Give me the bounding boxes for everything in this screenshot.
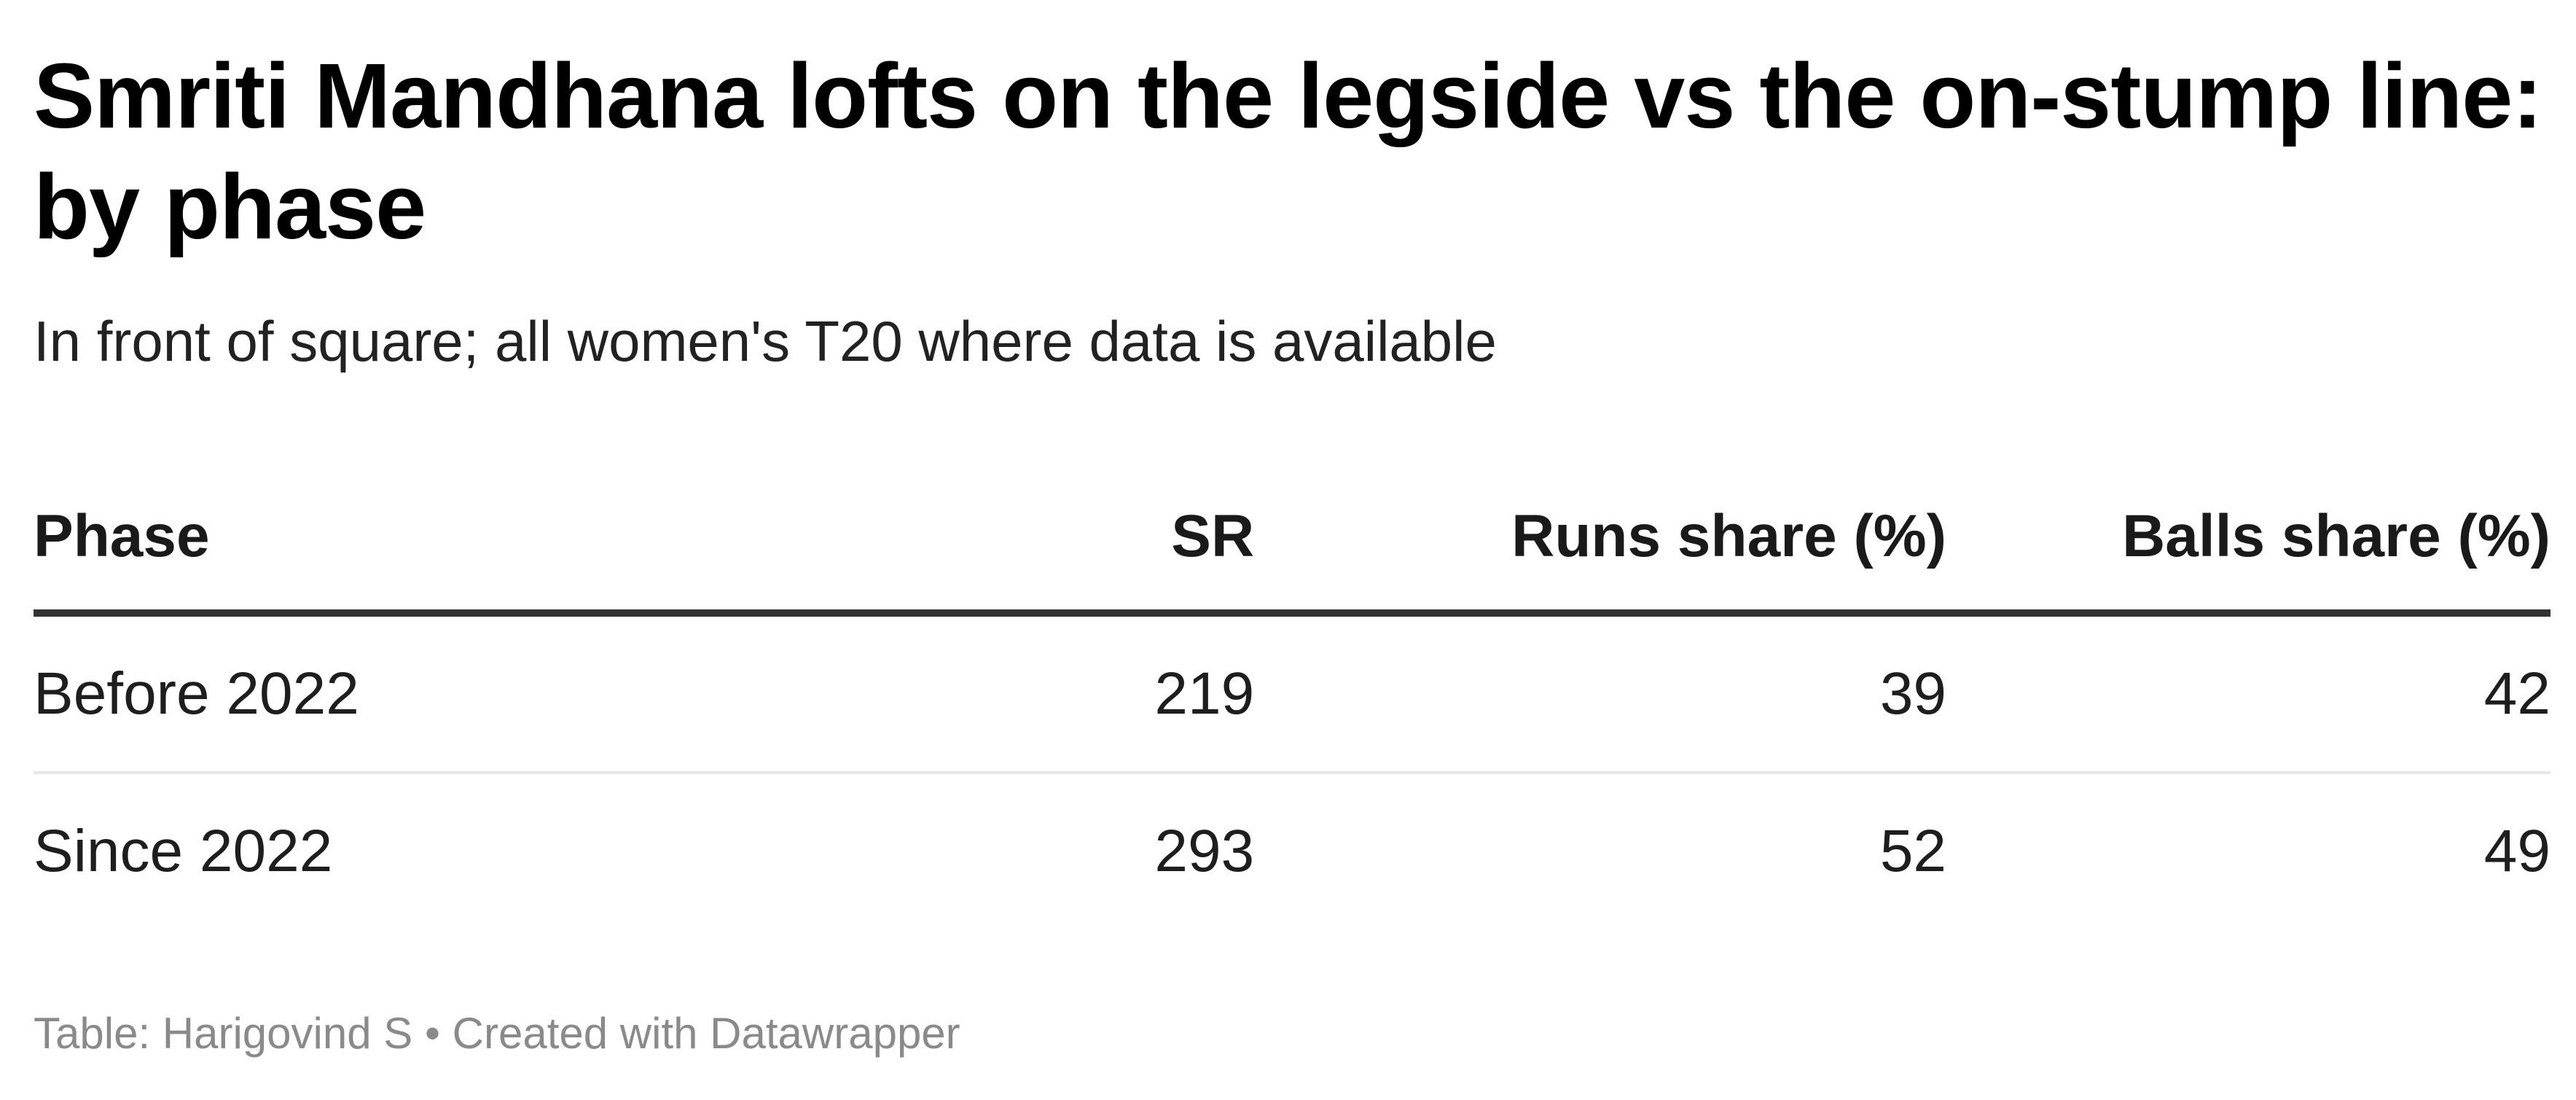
table-header: Phase SR Runs share (%) Balls share (%) [34, 464, 2550, 617]
header-balls-share: Balls share (%) [1946, 464, 2550, 617]
table-row: Before 2022 219 39 42 [34, 613, 2550, 774]
cell-sr: 219 [662, 613, 1255, 774]
cell-phase: Before 2022 [34, 613, 663, 774]
table-body: Before 2022 219 39 42 Since 2022 293 52 … [34, 613, 2550, 929]
header-phase: Phase [34, 464, 663, 617]
chart-title: Smriti Mandhana lofts on the legside vs … [34, 44, 2542, 258]
cell-phase: Since 2022 [34, 818, 333, 884]
header-row: Phase SR Runs share (%) Balls share (%) [34, 464, 2550, 617]
cell-balls-share: 42 [1946, 613, 2550, 774]
header-sr: SR [662, 464, 1255, 617]
footer-credit-link[interactable]: Created with Datawrapper [452, 1009, 960, 1058]
cell-sr: 293 [1154, 818, 1255, 884]
cell-balls-share: 49 [2483, 818, 2550, 884]
footer-source: Table: Harigovind S [34, 1009, 413, 1058]
footer-separator: • [424, 1009, 440, 1058]
data-table: Phase SR Runs share (%) Balls share (%) … [34, 464, 2550, 929]
cell-runs-share: 52 [1879, 818, 1947, 884]
chart-subtitle: In front of square; all women's T20 wher… [34, 309, 1497, 373]
header-runs-share: Runs share (%) [1254, 464, 1947, 617]
cell-runs-share: 39 [1254, 613, 1947, 774]
table-row: Since 2022 293 52 49 [34, 773, 2550, 929]
chart-footer: Table: Harigovind S • Created with Dataw… [34, 1005, 960, 1063]
